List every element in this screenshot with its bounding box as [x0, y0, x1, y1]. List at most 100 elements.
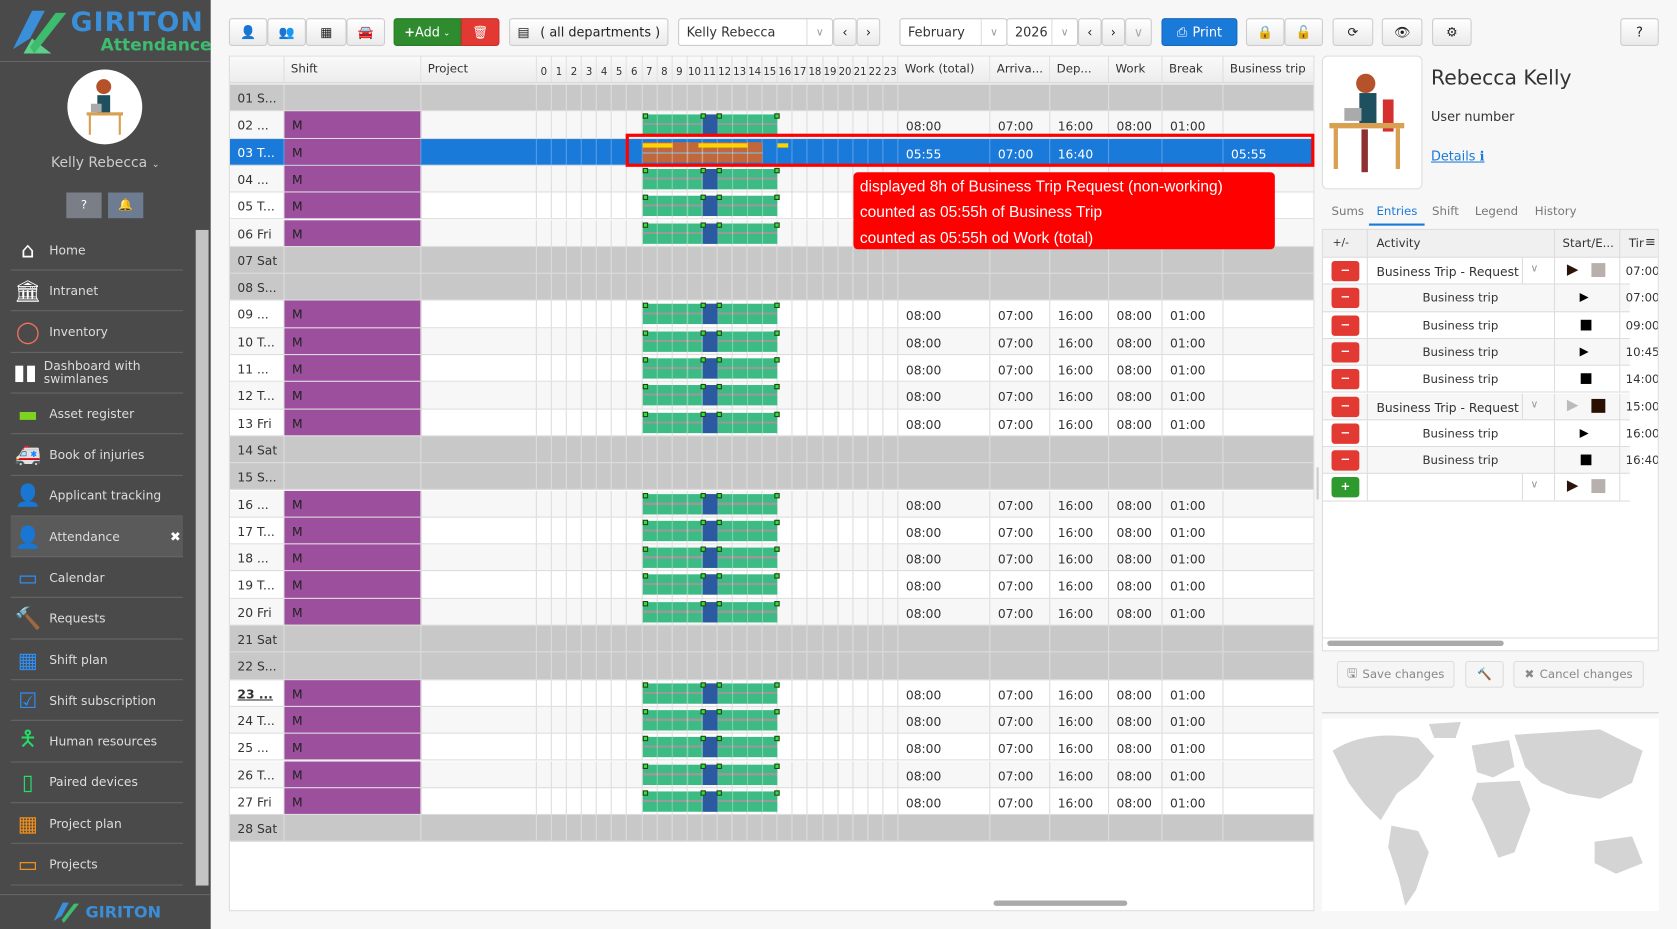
- col-shift[interactable]: Shift: [284, 56, 422, 84]
- tab-sums[interactable]: Sums: [1331, 204, 1365, 219]
- date-cell[interactable]: 17 T...: [230, 517, 285, 544]
- punch-marker[interactable]: [774, 736, 781, 742]
- punch-marker[interactable]: [774, 681, 781, 688]
- activity-select[interactable]: Business Trip - Request: [1376, 264, 1519, 280]
- horizontal-scrollbar[interactable]: [993, 900, 1128, 906]
- help-button[interactable]: ?: [66, 192, 102, 219]
- shift-cell[interactable]: M: [284, 571, 422, 598]
- lock-button[interactable]: 🔒: [1245, 18, 1285, 46]
- punch-marker[interactable]: [642, 600, 648, 607]
- project-cell[interactable]: [421, 652, 537, 679]
- date-cell[interactable]: 10 T...: [230, 328, 285, 354]
- entry-row[interactable]: − ∨ Business Trip - Request 07:00: ▶: [1322, 257, 1658, 285]
- sidebar-item-paired-devices[interactable]: ▯ Paired devices: [10, 762, 183, 804]
- punch-marker[interactable]: [716, 736, 722, 742]
- table-row[interactable]: 09 ... M 08:00 07:00 16:00 08:00 01:00: [229, 300, 1314, 329]
- punch-marker[interactable]: [716, 763, 722, 769]
- sidebar-item-human-resources[interactable]: 🯅 Human resources: [10, 721, 183, 763]
- date-cell[interactable]: 02 ...: [230, 111, 285, 138]
- date-cell[interactable]: 05 T...: [230, 192, 285, 219]
- shift-cell[interactable]: M: [284, 706, 422, 733]
- table-row[interactable]: 14 Sat: [229, 436, 1314, 464]
- group-view-button[interactable]: 👥: [267, 18, 306, 46]
- shift-cell[interactable]: [284, 84, 422, 111]
- project-cell[interactable]: [421, 192, 537, 219]
- chevron-down-icon[interactable]: ∨: [1530, 263, 1539, 275]
- punch-marker[interactable]: [716, 411, 722, 417]
- unlock-button[interactable]: 🔓: [1284, 18, 1323, 46]
- date-cell[interactable]: 25 ...: [230, 733, 285, 760]
- date-cell[interactable]: 12 T...: [230, 382, 285, 409]
- world-map[interactable]: [1321, 718, 1659, 912]
- punch-marker[interactable]: [774, 303, 781, 309]
- entry-row[interactable]: − Business trip 07:00 ▶: [1322, 284, 1658, 312]
- punch-marker[interactable]: [642, 492, 648, 498]
- punch-marker[interactable]: [701, 357, 707, 363]
- column-menu-icon[interactable]: ≡: [1644, 234, 1656, 250]
- shift-cell[interactable]: M: [284, 544, 422, 571]
- shift-cell[interactable]: M: [284, 328, 422, 354]
- punch-marker[interactable]: [701, 384, 707, 390]
- punch-marker[interactable]: [716, 546, 722, 552]
- col-date[interactable]: [229, 56, 285, 84]
- entry-row[interactable]: + ∨ ▶: [1322, 474, 1630, 502]
- punch-marker[interactable]: [774, 573, 781, 580]
- avatar[interactable]: [67, 69, 143, 145]
- punch-marker[interactable]: [642, 303, 648, 309]
- punch-marker[interactable]: [716, 167, 722, 174]
- punch-marker[interactable]: [642, 113, 648, 120]
- user-menu[interactable]: Kelly Rebecca ⌄: [0, 155, 211, 171]
- shift-cell[interactable]: M: [284, 300, 422, 327]
- details-link[interactable]: Details ℹ: [1431, 149, 1484, 164]
- punch-marker[interactable]: [716, 221, 722, 228]
- punch-marker[interactable]: [774, 519, 781, 525]
- entry-row[interactable]: − Business trip 10:45 ▶: [1322, 338, 1658, 366]
- shift-cell[interactable]: M: [284, 111, 422, 138]
- notifications-button[interactable]: 🔔: [108, 192, 144, 219]
- period-dropdown-button[interactable]: ∨: [1125, 18, 1152, 46]
- date-cell[interactable]: 22 S...: [230, 652, 285, 679]
- punch-marker[interactable]: [642, 194, 648, 201]
- shift-cell[interactable]: M: [284, 517, 422, 544]
- punch-marker[interactable]: [642, 681, 648, 688]
- shift-cell[interactable]: M: [284, 760, 422, 787]
- project-cell[interactable]: [421, 382, 537, 409]
- tab-entries[interactable]: Entries: [1368, 204, 1425, 226]
- table-row[interactable]: 08 S...: [229, 273, 1314, 301]
- date-cell[interactable]: 28 Sat: [230, 815, 285, 842]
- punch-marker[interactable]: [774, 357, 781, 363]
- shift-cell[interactable]: [284, 273, 422, 300]
- punch-marker[interactable]: [642, 221, 648, 228]
- table-row[interactable]: 19 T... M 08:00 07:00 16:00 08:00 01:00: [229, 571, 1314, 599]
- col-arrival[interactable]: Arriva...: [990, 56, 1051, 84]
- grid-horizontal-scrollbar[interactable]: [1327, 640, 1504, 646]
- shift-cell[interactable]: [284, 463, 422, 490]
- project-cell[interactable]: [421, 165, 537, 192]
- shift-cell[interactable]: M: [284, 219, 422, 246]
- shift-cell[interactable]: M: [284, 409, 422, 436]
- logo[interactable]: GIRITON Attendance: [9, 6, 212, 55]
- punch-marker[interactable]: [642, 573, 648, 580]
- date-cell[interactable]: 26 T...: [230, 760, 285, 787]
- punch-marker[interactable]: [642, 519, 648, 525]
- project-cell[interactable]: [421, 625, 537, 652]
- shift-cell[interactable]: M: [284, 788, 422, 814]
- project-cell[interactable]: [421, 788, 537, 814]
- project-cell[interactable]: [421, 300, 537, 327]
- cancel-changes-button[interactable]: ✖ Cancel changes: [1513, 660, 1644, 688]
- punch-marker[interactable]: [701, 600, 707, 607]
- col-work-total[interactable]: Work (total): [898, 56, 991, 84]
- settings-button[interactable]: ⚙: [1432, 18, 1472, 46]
- punch-marker[interactable]: [716, 384, 722, 390]
- project-cell[interactable]: [421, 355, 537, 382]
- project-cell[interactable]: [421, 84, 537, 111]
- punch-marker[interactable]: [642, 330, 648, 336]
- sidebar-item-requests[interactable]: 🔨 Requests: [10, 599, 183, 640]
- punch-marker[interactable]: [701, 330, 707, 336]
- tab-legend[interactable]: Legend: [1474, 204, 1519, 219]
- entry-row[interactable]: − Business trip 16:40: [1322, 447, 1658, 475]
- punch-marker[interactable]: [701, 763, 707, 769]
- punch-marker[interactable]: [642, 546, 648, 552]
- date-cell[interactable]: 01 S...: [230, 84, 285, 111]
- punch-marker[interactable]: [642, 411, 648, 417]
